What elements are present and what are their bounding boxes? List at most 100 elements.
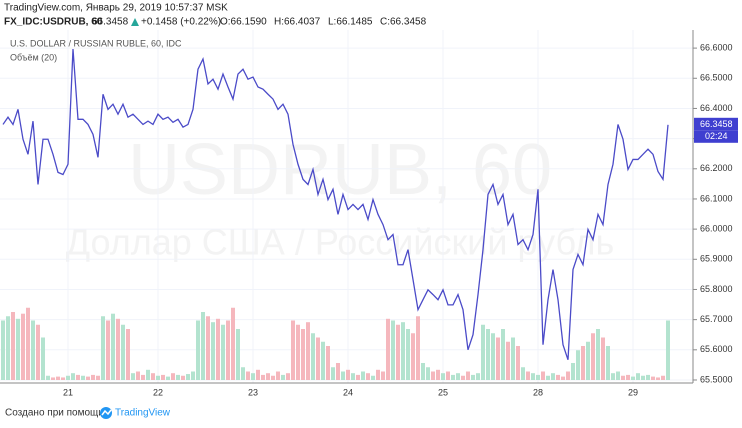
volume-bar [186,374,190,380]
volume-bar [131,373,135,380]
volume-bar [121,324,125,380]
volume-bar [531,373,535,380]
y-tick-label: 66.4000 [700,103,733,113]
volume-bar [566,371,570,380]
volume-bar [626,374,630,380]
volume-bar [86,376,90,380]
volume-bar [661,375,665,380]
volume-bar [501,329,505,380]
volume-bar [116,318,120,380]
watermark-symbol: USDRUB, 60 [128,130,552,210]
volume-bar [366,373,370,380]
volume-bar [246,371,250,380]
volume-bar [376,369,380,380]
volume-bar [396,324,400,380]
y-tick-label: 66.5000 [700,73,733,83]
volume-label: Объём (20) [10,52,57,62]
volume-bar [541,371,545,380]
volume-bar [106,320,110,380]
volume-bar [161,374,165,380]
volume-bar [196,320,200,380]
price-label-box [694,117,738,131]
volume-bar [601,337,605,380]
volume-bar [381,371,385,380]
volume-bar [206,316,210,380]
volume-bar [21,313,25,380]
volume-bar [351,373,355,380]
volume-bar [26,307,30,380]
volume-bar [406,329,410,380]
y-tick-label: 66.6000 [700,42,733,52]
volume-bar [321,341,325,380]
volume-bar [471,374,475,380]
volume-bar [6,316,10,380]
volume-bar [156,375,160,380]
volume-bar [226,320,230,380]
volume-bar [556,374,560,380]
volume-bar [91,374,95,380]
brand-icon [100,407,112,419]
volume-bar [441,373,445,380]
volume-bar [526,371,530,380]
volume-bar [126,329,130,380]
header-open: O:66.1590 [220,17,267,28]
volume-bar [111,313,115,380]
volume-bar [281,374,285,380]
header-source: TradingView.com, Январь 29, 2019 10:57:3… [4,3,228,14]
header-change: +0.1458 (+0.22%) [141,17,221,28]
volume-bar [61,377,65,380]
y-tick-label: 65.9000 [700,254,733,264]
volume-bar [636,373,640,380]
header-high: H:66.4037 [274,17,321,28]
volume-bar [296,324,300,380]
volume-bar [581,346,585,380]
price-label: 66.3458 [700,119,733,129]
volume-bar [56,376,60,380]
volume-bar [66,375,70,380]
volume-bar [341,371,345,380]
header-symbol: FX_IDC:USDRUB, 60 [4,17,103,28]
volume-bar [286,373,290,380]
volume-bar [411,333,415,380]
volume-bar [251,373,255,380]
volume-bar [41,337,45,380]
volume-bar [476,373,480,380]
volume-bar [171,373,175,380]
y-tick-label: 66.1000 [700,193,733,203]
volume-bar [571,363,575,380]
volume-bar [421,363,425,380]
volume-bar [461,375,465,380]
x-tick-label: 22 [153,387,163,397]
volume-bar [646,374,650,380]
volume-bar [136,371,140,380]
volume-bar [616,371,620,380]
volume-bar [331,367,335,380]
volume-bar [356,374,360,380]
volume-bar [101,316,105,380]
volume-bar [146,369,150,380]
volume-bar [591,333,595,380]
volume-bar [466,371,470,380]
volume-bar [176,374,180,380]
y-tick-label: 65.8000 [700,284,733,294]
volume-bar [521,367,525,380]
volume-bar [191,371,195,380]
volume-bar [546,375,550,380]
volume-bar [81,375,85,380]
volume-bar [511,337,515,380]
y-tick-label: 65.6000 [700,344,733,354]
volume-bar [71,373,75,380]
y-tick-label: 66.0000 [700,224,733,234]
volume-bar [266,373,270,380]
volume-bar [336,363,340,380]
volume-bar [11,312,15,380]
volume-bar [621,375,625,380]
volume-bar [326,346,330,380]
volume-bar [141,374,145,380]
volume-bar [451,374,455,380]
volume-bar [276,371,280,380]
volume-bar [666,320,670,380]
header-close: C:66.3458 [380,17,427,28]
countdown-box [694,130,738,143]
volume-bar [386,318,390,380]
